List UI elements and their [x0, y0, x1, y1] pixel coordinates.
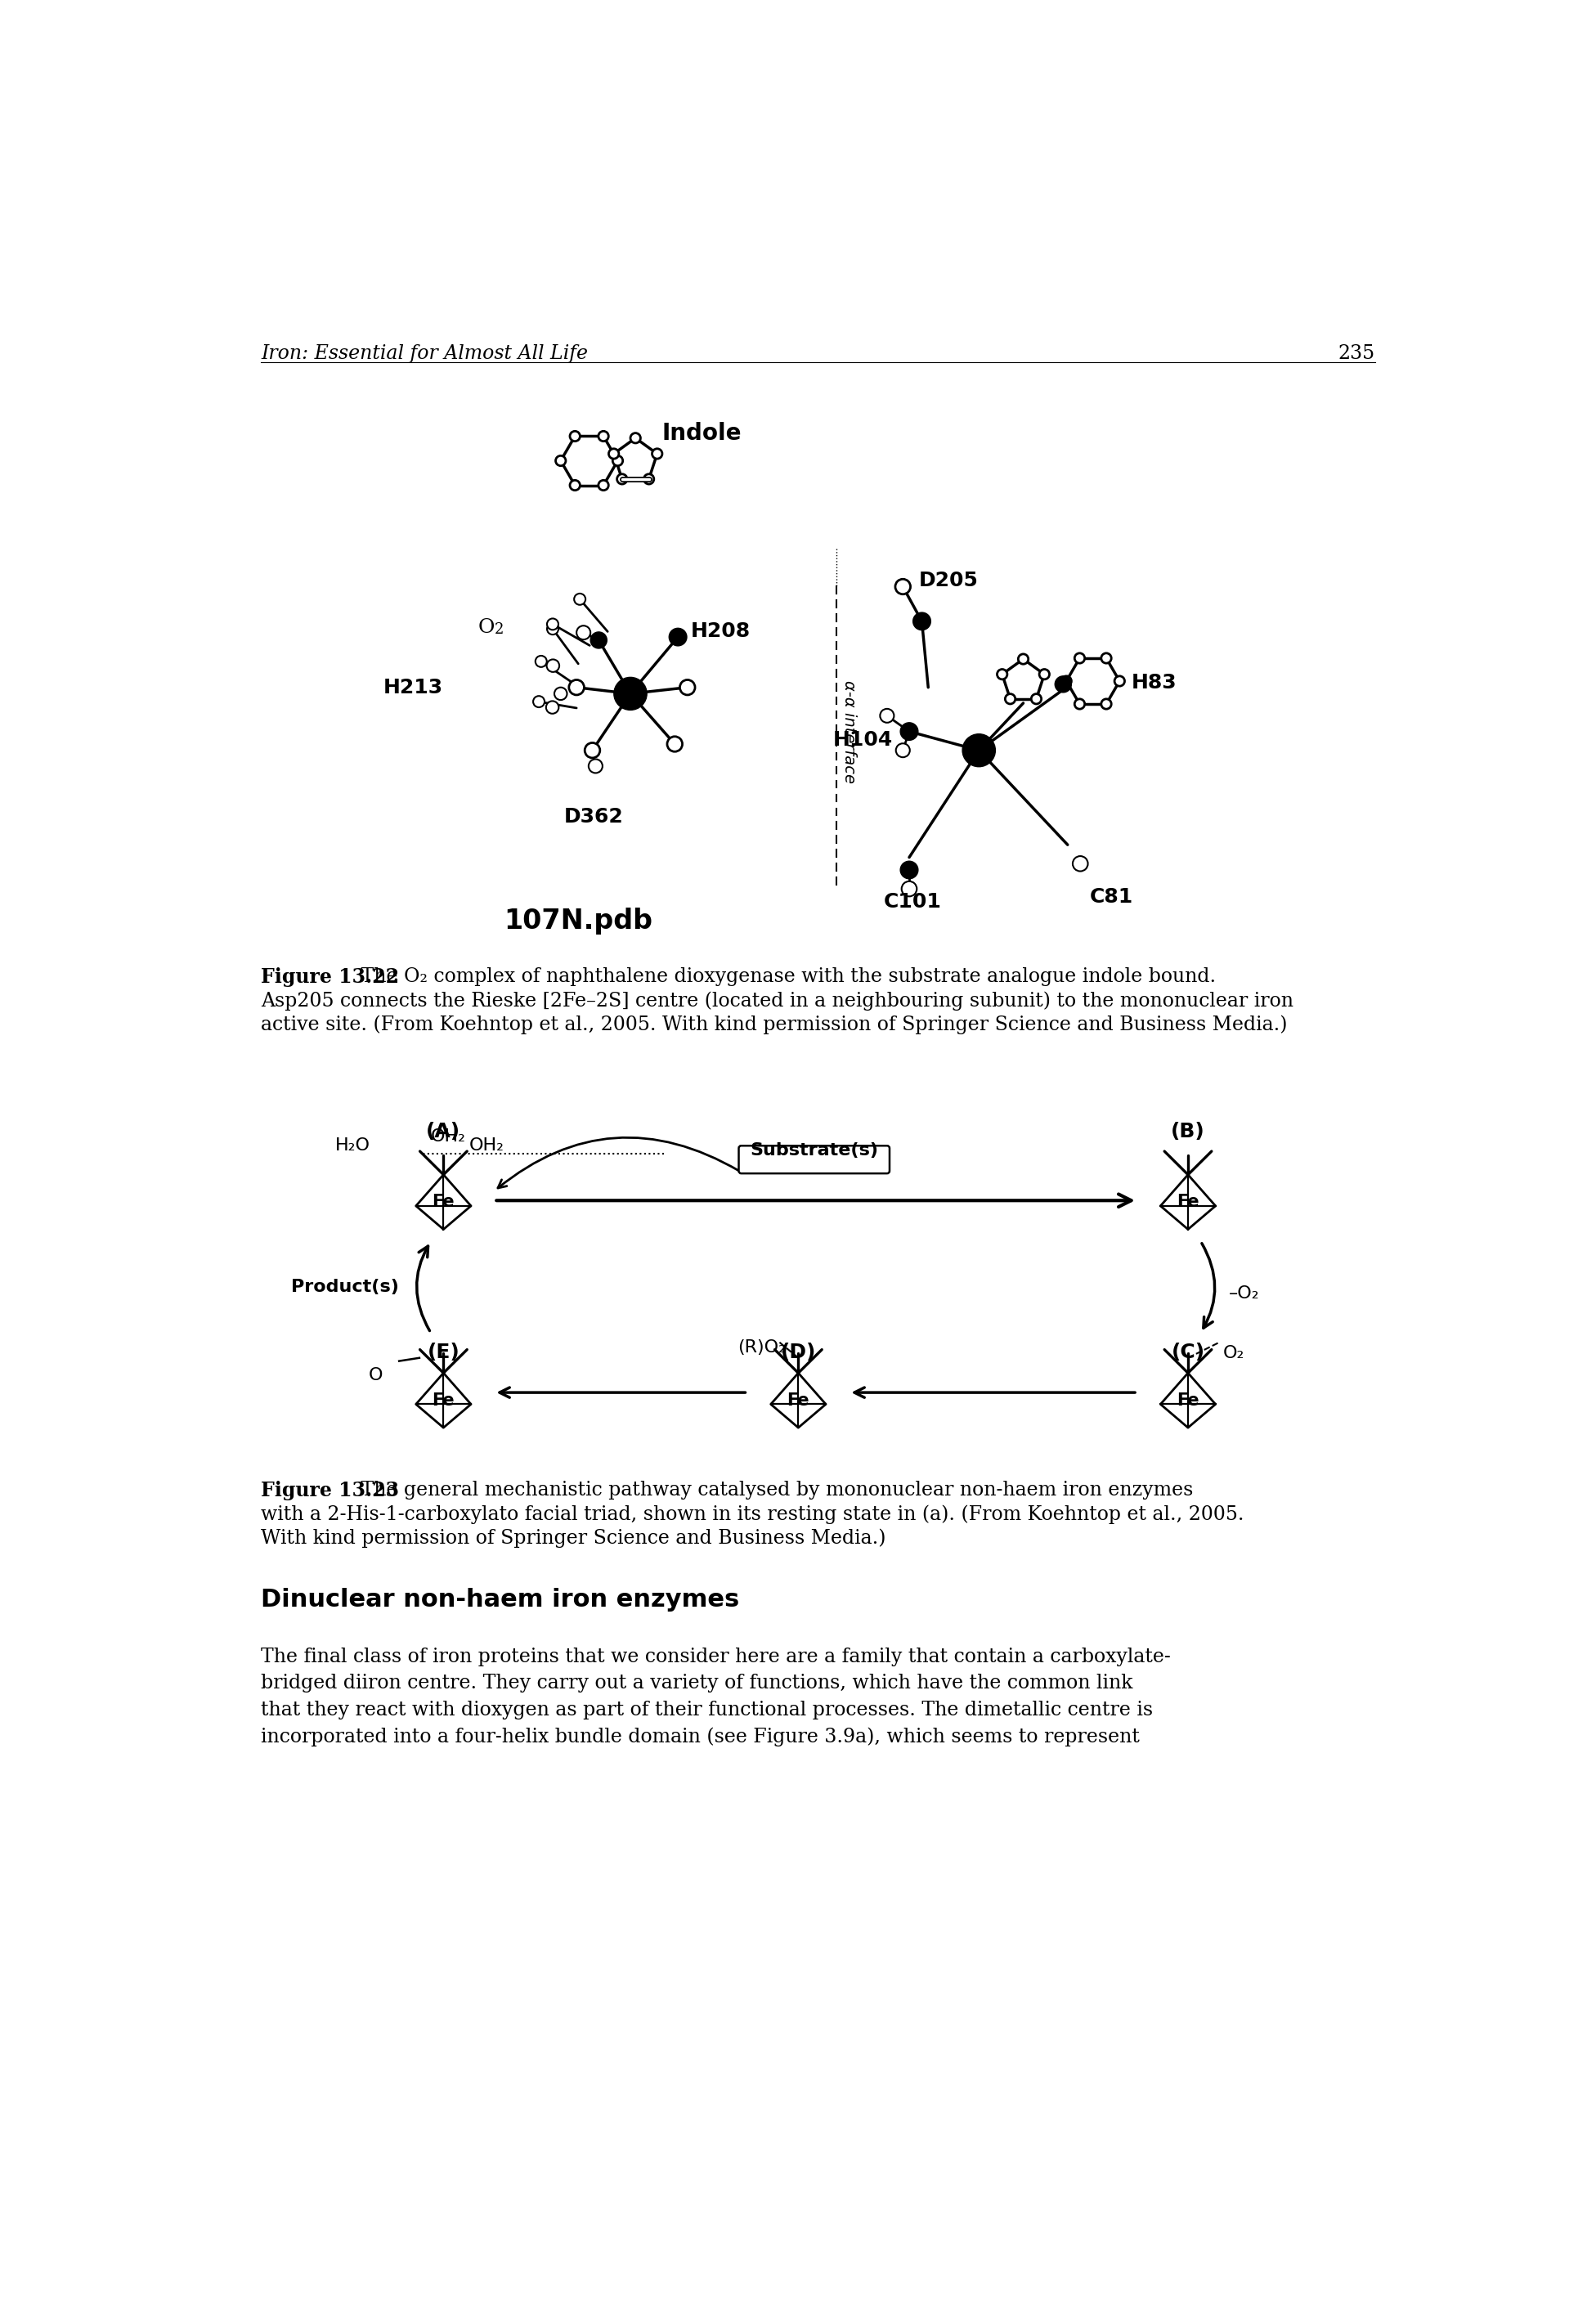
Text: incorporated into a four-helix bundle domain (see Figure 3.9a), which seems to r: incorporated into a four-helix bundle do… — [262, 1727, 1140, 1745]
Text: OH₂: OH₂ — [469, 1138, 504, 1154]
Text: –O₂: –O₂ — [1229, 1284, 1259, 1300]
Text: Fe: Fe — [787, 1393, 809, 1409]
Text: O: O — [369, 1368, 383, 1384]
Circle shape — [591, 633, 606, 649]
Circle shape — [902, 881, 916, 897]
Text: The general mechanistic pathway catalysed by mononuclear non-haem iron enzymes: The general mechanistic pathway catalyse… — [354, 1481, 1194, 1500]
Text: (R)O₂: (R)O₂ — [737, 1340, 785, 1356]
Text: H208: H208 — [691, 621, 750, 640]
Text: 107N.pdb: 107N.pdb — [504, 909, 653, 934]
Circle shape — [669, 628, 686, 647]
Text: α-α interface: α-α interface — [841, 679, 857, 783]
Circle shape — [608, 450, 619, 459]
Text: with a 2-His-1-carboxylato facial triad, shown in its resting state in (a). (Fro: with a 2-His-1-carboxylato facial triad,… — [262, 1504, 1245, 1523]
Text: C101: C101 — [884, 892, 942, 911]
Text: D205: D205 — [919, 570, 978, 591]
Circle shape — [913, 612, 930, 630]
Circle shape — [895, 580, 910, 593]
Text: Figure 13.23: Figure 13.23 — [262, 1481, 399, 1500]
Text: that they react with dioxygen as part of their functional processes. The dimetal: that they react with dioxygen as part of… — [262, 1701, 1152, 1720]
Text: 235: 235 — [1337, 345, 1374, 364]
Text: Dinuclear non-haem iron enzymes: Dinuclear non-haem iron enzymes — [262, 1588, 739, 1611]
Text: D362: D362 — [563, 807, 624, 828]
Text: Fe: Fe — [1176, 1194, 1199, 1210]
Circle shape — [879, 709, 894, 723]
Text: Product(s): Product(s) — [292, 1280, 399, 1296]
Circle shape — [962, 735, 996, 767]
Circle shape — [613, 457, 622, 466]
Circle shape — [998, 670, 1007, 679]
Text: (E): (E) — [428, 1342, 460, 1361]
Circle shape — [630, 433, 640, 443]
FancyBboxPatch shape — [739, 1145, 889, 1173]
Circle shape — [547, 619, 559, 630]
Circle shape — [568, 679, 584, 695]
Circle shape — [1018, 654, 1028, 663]
Circle shape — [546, 700, 559, 714]
Circle shape — [535, 656, 547, 668]
Circle shape — [614, 677, 646, 709]
Text: (C): (C) — [1171, 1342, 1205, 1361]
Circle shape — [598, 431, 608, 440]
Text: Iron: Essential for Almost All Life: Iron: Essential for Almost All Life — [262, 345, 587, 364]
Text: 2: 2 — [495, 624, 503, 637]
Text: O₂: O₂ — [1223, 1344, 1245, 1361]
Text: Asp205 connects the Rieske [2Fe–2S] centre (located in a neighbouring subunit) t: Asp205 connects the Rieske [2Fe–2S] cent… — [262, 992, 1294, 1011]
Text: (A): (A) — [426, 1122, 461, 1140]
Circle shape — [589, 760, 603, 772]
Text: Fe: Fe — [433, 1393, 455, 1409]
Circle shape — [598, 480, 608, 491]
Text: The final class of iron proteins that we consider here are a family that contain: The final class of iron proteins that we… — [262, 1648, 1171, 1667]
Circle shape — [554, 688, 567, 700]
Text: C81: C81 — [1090, 888, 1133, 906]
Text: Fe: Fe — [433, 1194, 455, 1210]
Text: H₂O: H₂O — [335, 1138, 370, 1154]
Text: Figure 13.22: Figure 13.22 — [262, 967, 399, 987]
Text: H104: H104 — [833, 730, 894, 749]
Circle shape — [570, 431, 579, 440]
Text: Indole: Indole — [662, 422, 742, 445]
Circle shape — [895, 744, 910, 758]
Circle shape — [667, 737, 683, 751]
Circle shape — [1005, 693, 1015, 705]
Circle shape — [570, 480, 579, 491]
Circle shape — [547, 624, 559, 635]
Circle shape — [533, 695, 544, 707]
Circle shape — [1074, 654, 1085, 663]
Circle shape — [547, 658, 559, 672]
Circle shape — [1114, 677, 1125, 686]
Text: bridged diiron centre. They carry out a variety of functions, which have the com: bridged diiron centre. They carry out a … — [262, 1674, 1133, 1692]
Circle shape — [1073, 855, 1088, 872]
Circle shape — [1061, 677, 1071, 686]
Circle shape — [1074, 700, 1085, 709]
Text: The O₂ complex of naphthalene dioxygenase with the substrate analogue indole bou: The O₂ complex of naphthalene dioxygenas… — [354, 967, 1216, 987]
Text: H83: H83 — [1132, 672, 1176, 693]
Text: (B): (B) — [1171, 1122, 1205, 1140]
Text: Substrate(s): Substrate(s) — [750, 1143, 878, 1159]
Circle shape — [900, 723, 918, 739]
Circle shape — [670, 630, 686, 644]
Circle shape — [1039, 670, 1050, 679]
Circle shape — [900, 862, 918, 879]
Circle shape — [1031, 693, 1041, 705]
Circle shape — [1055, 677, 1071, 693]
Text: With kind permission of Springer Science and Business Media.): With kind permission of Springer Science… — [262, 1528, 886, 1548]
Text: (D): (D) — [780, 1342, 816, 1361]
Text: OH₂: OH₂ — [431, 1129, 466, 1145]
Circle shape — [618, 475, 627, 484]
Circle shape — [653, 450, 662, 459]
Circle shape — [576, 626, 591, 640]
Circle shape — [680, 679, 694, 695]
Text: Fe: Fe — [1176, 1393, 1199, 1409]
Circle shape — [1101, 700, 1111, 709]
Circle shape — [555, 457, 565, 466]
Text: active site. (From Koehntop et al., 2005. With kind permission of Springer Scien: active site. (From Koehntop et al., 2005… — [262, 1015, 1288, 1034]
Circle shape — [584, 742, 600, 758]
Text: O: O — [479, 619, 495, 637]
Circle shape — [1101, 654, 1111, 663]
Text: H213: H213 — [383, 677, 444, 698]
Circle shape — [575, 593, 586, 605]
Circle shape — [643, 475, 654, 484]
